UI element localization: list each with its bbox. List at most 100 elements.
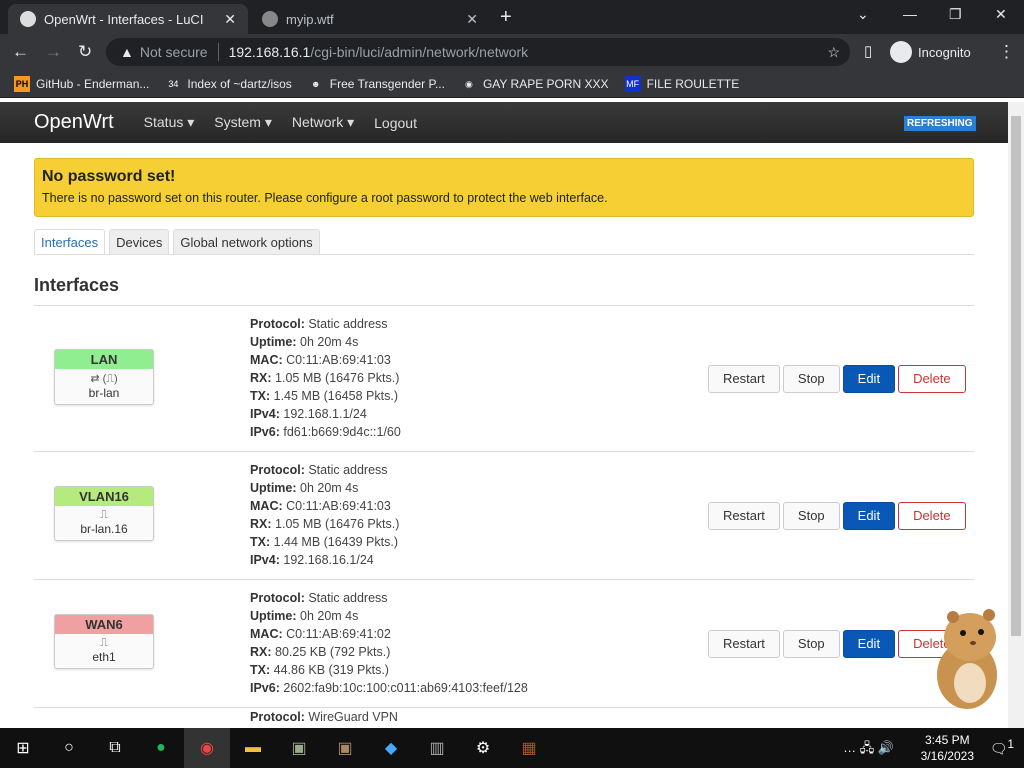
info-line: Uptime: 0h 20m 4s bbox=[250, 479, 399, 497]
start-button[interactable]: ⊞ bbox=[16, 740, 30, 757]
field-label: TX: bbox=[250, 663, 271, 677]
menu-system[interactable]: System ▾ bbox=[214, 114, 272, 130]
file-explorer-icon[interactable]: ▬ bbox=[245, 739, 261, 756]
incognito-indicator[interactable]: Incognito bbox=[890, 38, 971, 66]
menu-network[interactable]: Network ▾ bbox=[291, 114, 355, 130]
tab-interfaces[interactable]: Interfaces bbox=[34, 229, 106, 254]
bookmark-label: GAY RAPE PORN XXX bbox=[482, 76, 609, 91]
menu-logout[interactable]: Logout bbox=[374, 114, 417, 131]
bookmark-file-roulette[interactable]: MF FILE ROULETTE bbox=[624, 75, 739, 92]
section-tabs: Interfaces Devices Global network option… bbox=[34, 229, 974, 255]
info-line: Uptime: 0h 20m 4s bbox=[250, 333, 401, 351]
bookmark-github[interactable]: PH GitHub - Enderman... bbox=[14, 75, 150, 92]
search-icon[interactable]: ○ bbox=[64, 739, 74, 756]
forward-button[interactable]: → bbox=[45, 42, 62, 61]
field-value: Static address bbox=[308, 317, 388, 331]
info-line: MAC: C0:11:AB:69:41:02 bbox=[250, 625, 528, 643]
address-bar[interactable]: ▲ Not secure 192.168.16.1/cgi-bin/luci/a… bbox=[106, 38, 850, 66]
settings-gear-icon[interactable]: ⚙ bbox=[475, 740, 491, 757]
minimize-button[interactable]: — bbox=[903, 6, 917, 22]
system-tray-icons[interactable]: … 🖧 🔊 bbox=[843, 740, 894, 755]
windows-taskbar: ⊞ ○ ⧉ ● ◉ ▬ ▣ ▣ ◆ ▥ ⚙ ▦ … 🖧 🔊 3:45 PM 3/1… bbox=[0, 728, 1024, 768]
bookmark-star-icon[interactable]: ☆ bbox=[827, 43, 840, 60]
scrollbar-thumb[interactable] bbox=[1011, 116, 1021, 636]
close-window-button[interactable]: ✕ bbox=[995, 6, 1007, 22]
info-line: RX: 1.05 MB (16476 Pkts.) bbox=[250, 515, 399, 533]
brand-logo[interactable]: OpenWrt bbox=[34, 111, 114, 133]
interface-name: VLAN16 bbox=[55, 487, 153, 506]
luci-header: OpenWrt Status ▾ System ▾ Network ▾ Logo… bbox=[0, 102, 1008, 143]
tab-devices[interactable]: Devices bbox=[109, 229, 170, 254]
interface-badge: VLAN16 ⎍ br-lan.16 bbox=[54, 486, 154, 541]
field-value: 1.05 MB (16476 Pkts.) bbox=[275, 517, 400, 531]
info-line: TX: 1.44 MB (16439 Pkts.) bbox=[250, 533, 399, 551]
profile-label: Incognito bbox=[918, 44, 971, 60]
tab-title: myip.wtf bbox=[286, 11, 334, 27]
field-value: C0:11:AB:69:41:03 bbox=[286, 353, 391, 367]
tab-global-network-options[interactable]: Global network options bbox=[173, 229, 320, 254]
app-icon[interactable]: ▣ bbox=[337, 740, 353, 757]
reload-button[interactable]: ↻ bbox=[78, 42, 93, 61]
restart-button[interactable]: Restart bbox=[708, 630, 780, 658]
bookmark-gay[interactable]: ◉ GAY RAPE PORN XXX bbox=[461, 76, 609, 92]
close-tab-icon[interactable]: ✕ bbox=[466, 10, 478, 27]
field-value: 2602:fa9b:10c:100:c011:ab69:4103:feef/12… bbox=[283, 681, 528, 695]
field-label: Uptime: bbox=[250, 335, 297, 349]
interface-device: br-lan bbox=[88, 386, 120, 400]
tab-search-icon[interactable]: ⌄ bbox=[857, 6, 869, 22]
info-line: IPv4: 192.168.16.1/24 bbox=[250, 551, 399, 569]
edit-button[interactable]: Edit bbox=[842, 502, 896, 530]
interface-device: br-lan.16 bbox=[80, 522, 128, 536]
new-tab-button[interactable]: + bbox=[500, 6, 512, 28]
clock-date: 3/16/2023 bbox=[920, 749, 974, 763]
field-value: 0h 20m 4s bbox=[300, 335, 359, 349]
stop-button[interactable]: Stop bbox=[782, 365, 840, 393]
interface-badge: WAN6 ⎍ eth1 bbox=[54, 614, 154, 669]
delete-button[interactable]: Delete bbox=[898, 502, 966, 530]
maximize-button[interactable]: ❐ bbox=[949, 6, 962, 22]
bookmark-label: GitHub - Enderman... bbox=[36, 76, 150, 91]
refreshing-badge[interactable]: REFRESHING bbox=[904, 116, 976, 131]
warning-icon: ▲ bbox=[120, 44, 134, 60]
field-value: 1.44 MB (16439 Pkts.) bbox=[273, 535, 398, 549]
interface-row-lan: LAN ⇄ (⎍) br-lan Protocol: Static addres… bbox=[34, 306, 974, 452]
restart-button[interactable]: Restart bbox=[708, 365, 780, 393]
bookmark-free-transgender[interactable]: ☻ Free Transgender P... bbox=[308, 76, 445, 92]
app-icon[interactable]: ▦ bbox=[521, 740, 537, 757]
app-icon[interactable]: ▣ bbox=[291, 740, 307, 757]
edit-button[interactable]: Edit bbox=[842, 365, 896, 393]
restart-button[interactable]: Restart bbox=[708, 502, 780, 530]
app-icon[interactable]: ◆ bbox=[384, 740, 398, 757]
info-line: RX: 80.25 KB (792 Pkts.) bbox=[250, 643, 528, 661]
stop-button[interactable]: Stop bbox=[782, 630, 840, 658]
app-icon[interactable]: ▥ bbox=[429, 740, 445, 757]
field-value: 0h 20m 4s bbox=[300, 609, 359, 623]
not-secure-label[interactable]: Not secure bbox=[139, 44, 208, 60]
spotify-icon[interactable]: ● bbox=[156, 739, 166, 756]
stop-button[interactable]: Stop bbox=[782, 502, 840, 530]
interface-info: Protocol: Static address Uptime: 0h 20m 4… bbox=[250, 461, 399, 569]
notification-center-icon[interactable]: 🗨1 bbox=[989, 738, 1014, 757]
edit-button[interactable]: Edit bbox=[842, 630, 896, 658]
delete-button[interactable]: Delete bbox=[898, 365, 966, 393]
browser-tab-openwrt[interactable]: OpenWrt - Interfaces - LuCI ✕ bbox=[8, 4, 248, 34]
field-value: Static address bbox=[308, 591, 388, 605]
page-scrollbar[interactable] bbox=[1008, 102, 1024, 728]
back-button[interactable]: ← bbox=[12, 42, 29, 61]
field-value: 1.05 MB (16476 Pkts.) bbox=[275, 371, 400, 385]
browser-tab-myip[interactable]: myip.wtf ✕ bbox=[250, 4, 490, 34]
clock[interactable]: 3:45 PM 3/16/2023 bbox=[921, 732, 974, 764]
info-line: IPv6: fd61:b669:9d4c::1/60 bbox=[250, 423, 401, 441]
task-view-icon[interactable]: ⧉ bbox=[109, 739, 121, 756]
chrome-icon[interactable]: ◉ bbox=[184, 728, 230, 768]
info-line: TX: 1.45 MB (16458 Pkts.) bbox=[250, 387, 401, 405]
menu-kebab-icon[interactable]: ⋮ bbox=[998, 42, 1015, 61]
info-line: TX: 44.86 KB (319 Pkts.) bbox=[250, 661, 528, 679]
info-line: MAC: C0:11:AB:69:41:03 bbox=[250, 351, 401, 369]
field-label: Protocol: bbox=[250, 463, 305, 477]
close-tab-icon[interactable]: ✕ bbox=[224, 10, 236, 27]
side-panel-icon[interactable]: ▯ bbox=[864, 43, 873, 60]
menu-status[interactable]: Status ▾ bbox=[143, 114, 195, 130]
bookmark-index-isos[interactable]: 34 Index of ~dartz/isos bbox=[165, 76, 291, 92]
field-label: TX: bbox=[250, 389, 271, 403]
